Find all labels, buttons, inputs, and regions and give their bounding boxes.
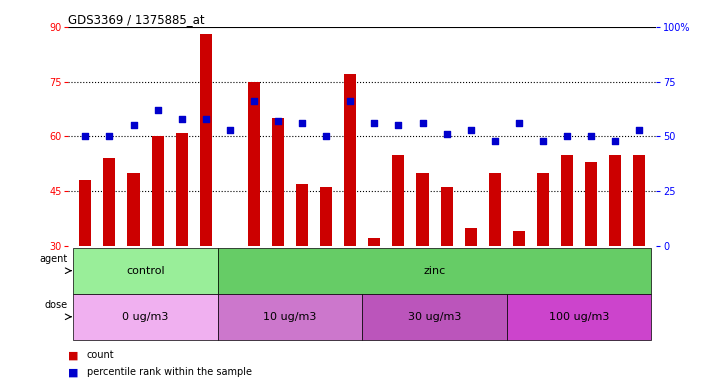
Bar	[151, 136, 164, 246]
Bar	[344, 74, 356, 246]
Point	[393, 122, 404, 128]
Point	[128, 122, 139, 128]
Text: zinc: zinc	[423, 266, 446, 276]
Text: GDS3369 / 1375885_at: GDS3369 / 1375885_at	[68, 13, 205, 26]
Point	[345, 98, 356, 104]
Bar	[489, 173, 501, 246]
Text: agent: agent	[40, 254, 68, 264]
Point	[417, 120, 428, 126]
Bar	[507, 294, 651, 340]
Bar	[74, 248, 218, 294]
Bar	[248, 82, 260, 246]
Point	[585, 133, 597, 139]
Point	[104, 133, 115, 139]
Bar	[103, 158, 115, 246]
Bar	[218, 248, 651, 294]
Point	[609, 137, 621, 144]
Bar	[537, 173, 549, 246]
Bar	[561, 155, 573, 246]
Point	[561, 133, 572, 139]
Bar	[464, 227, 477, 246]
Point	[634, 127, 645, 133]
Text: dose: dose	[45, 300, 68, 310]
Bar	[176, 133, 187, 246]
Text: ■: ■	[68, 367, 82, 377]
Bar	[200, 34, 212, 246]
Point	[200, 116, 211, 122]
Point	[176, 116, 187, 122]
Point	[152, 107, 164, 113]
Point	[441, 131, 452, 137]
Bar	[585, 162, 597, 246]
Bar	[218, 294, 363, 340]
Bar	[368, 238, 381, 246]
Text: 0 ug/m3: 0 ug/m3	[123, 312, 169, 322]
Bar	[320, 187, 332, 246]
Point	[513, 120, 525, 126]
Text: percentile rank within the sample: percentile rank within the sample	[87, 367, 252, 377]
Bar	[272, 118, 284, 246]
Text: 100 ug/m3: 100 ug/m3	[549, 312, 609, 322]
Bar	[128, 173, 140, 246]
Text: 30 ug/m3: 30 ug/m3	[408, 312, 461, 322]
Text: count: count	[87, 350, 114, 360]
Bar	[441, 187, 453, 246]
Bar	[513, 231, 525, 246]
Point	[489, 137, 500, 144]
Point	[320, 133, 332, 139]
Point	[273, 118, 284, 124]
Bar	[363, 294, 507, 340]
Point	[296, 120, 308, 126]
Point	[248, 98, 260, 104]
Point	[224, 127, 236, 133]
Point	[537, 137, 549, 144]
Point	[79, 133, 91, 139]
Bar	[609, 155, 622, 246]
Text: control: control	[126, 266, 165, 276]
Text: ■: ■	[68, 350, 82, 360]
Bar	[392, 155, 404, 246]
Point	[368, 120, 380, 126]
Bar	[74, 294, 218, 340]
Text: 10 ug/m3: 10 ug/m3	[263, 312, 317, 322]
Point	[465, 127, 477, 133]
Bar	[296, 184, 308, 246]
Bar	[79, 180, 92, 246]
Bar	[633, 155, 645, 246]
Bar	[417, 173, 428, 246]
